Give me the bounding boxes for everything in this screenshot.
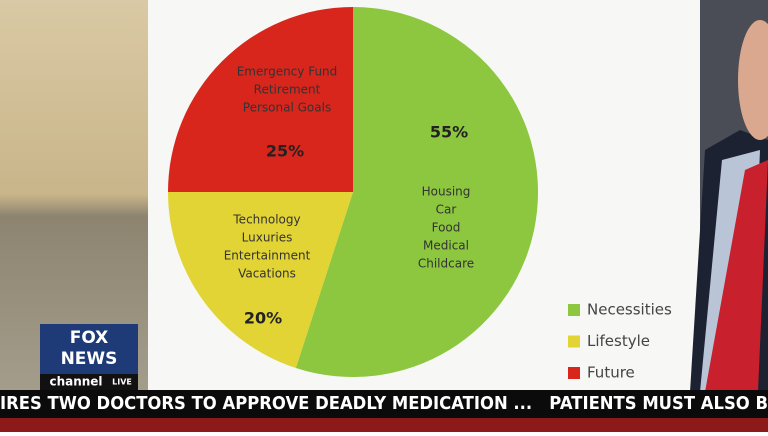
value-label: 55% [430,123,468,142]
logo: FOX NEWS channel LIVE [40,324,138,390]
slice-description: Entertainment [224,249,311,263]
logo-text: NEWS [61,349,118,369]
pie-slice [295,7,538,378]
presenter-face [738,20,768,140]
legend: Necessities Lifestyle Future [568,301,672,382]
legend-label: Lifestyle [587,332,650,350]
presenter-tie [705,160,768,392]
ticker-text: IRES TWO DOCTORS TO APPROVE DEADLY MEDIC… [0,393,768,414]
logo-text: FOX [70,328,109,348]
slice-description: Car [436,203,457,217]
legend-swatch [568,304,580,316]
ticker-bottom [0,418,768,432]
legend-label: Future [587,364,635,382]
ticker-bar [0,390,768,418]
pie-chart: 55% Housing Car Food Medical Childcare 20% Tech… [168,7,538,378]
pie-slice [168,7,353,192]
value-label: 25% [266,142,304,161]
slice-description: Personal Goals [243,101,331,115]
logo-strip [40,374,138,390]
legend-swatch [568,335,580,348]
logo-box [40,324,138,374]
slice-description: Food [432,221,461,235]
pie-slice [168,192,353,368]
slice-description: Retirement [254,83,321,97]
slice-description: Childcare [418,257,474,271]
slice-description: Technology [232,213,300,227]
slice-description: Housing [422,185,471,199]
logo-badge: LIVE [112,378,132,387]
slice-description: Luxuries [242,231,293,245]
slice-description: Emergency Fund [237,65,338,79]
slice-description: Medical [423,239,469,253]
slice-description: Vacations [238,267,296,281]
legend-label: Necessities [587,301,672,319]
legend-swatch [568,367,580,379]
logo-channel: channel [49,375,102,389]
value-label: 20% [244,309,282,328]
